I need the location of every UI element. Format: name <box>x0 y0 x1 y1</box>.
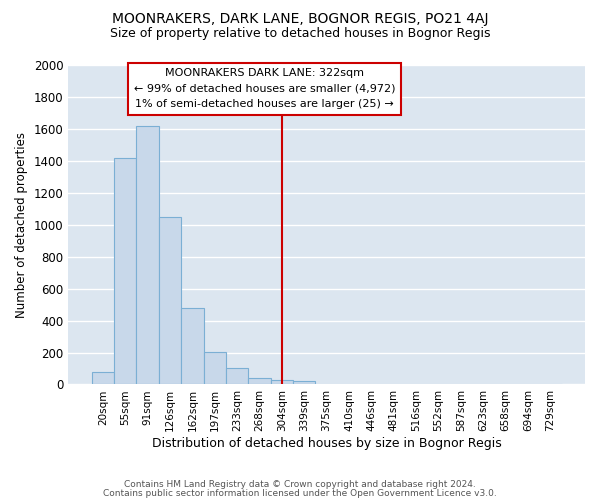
Text: Contains public sector information licensed under the Open Government Licence v3: Contains public sector information licen… <box>103 490 497 498</box>
Text: Size of property relative to detached houses in Bognor Regis: Size of property relative to detached ho… <box>110 28 490 40</box>
Bar <box>248 378 271 384</box>
Text: MOONRAKERS DARK LANE: 322sqm
← 99% of detached houses are smaller (4,972)
1% of : MOONRAKERS DARK LANE: 322sqm ← 99% of de… <box>134 68 395 110</box>
Bar <box>181 308 203 384</box>
Text: Contains HM Land Registry data © Crown copyright and database right 2024.: Contains HM Land Registry data © Crown c… <box>124 480 476 489</box>
Bar <box>293 382 316 384</box>
Y-axis label: Number of detached properties: Number of detached properties <box>15 132 28 318</box>
Bar <box>92 372 114 384</box>
Bar <box>136 126 159 384</box>
Bar <box>159 216 181 384</box>
Bar <box>226 368 248 384</box>
Bar <box>203 352 226 384</box>
Bar <box>271 380 293 384</box>
X-axis label: Distribution of detached houses by size in Bognor Regis: Distribution of detached houses by size … <box>152 437 502 450</box>
Text: MOONRAKERS, DARK LANE, BOGNOR REGIS, PO21 4AJ: MOONRAKERS, DARK LANE, BOGNOR REGIS, PO2… <box>112 12 488 26</box>
Bar <box>114 158 136 384</box>
